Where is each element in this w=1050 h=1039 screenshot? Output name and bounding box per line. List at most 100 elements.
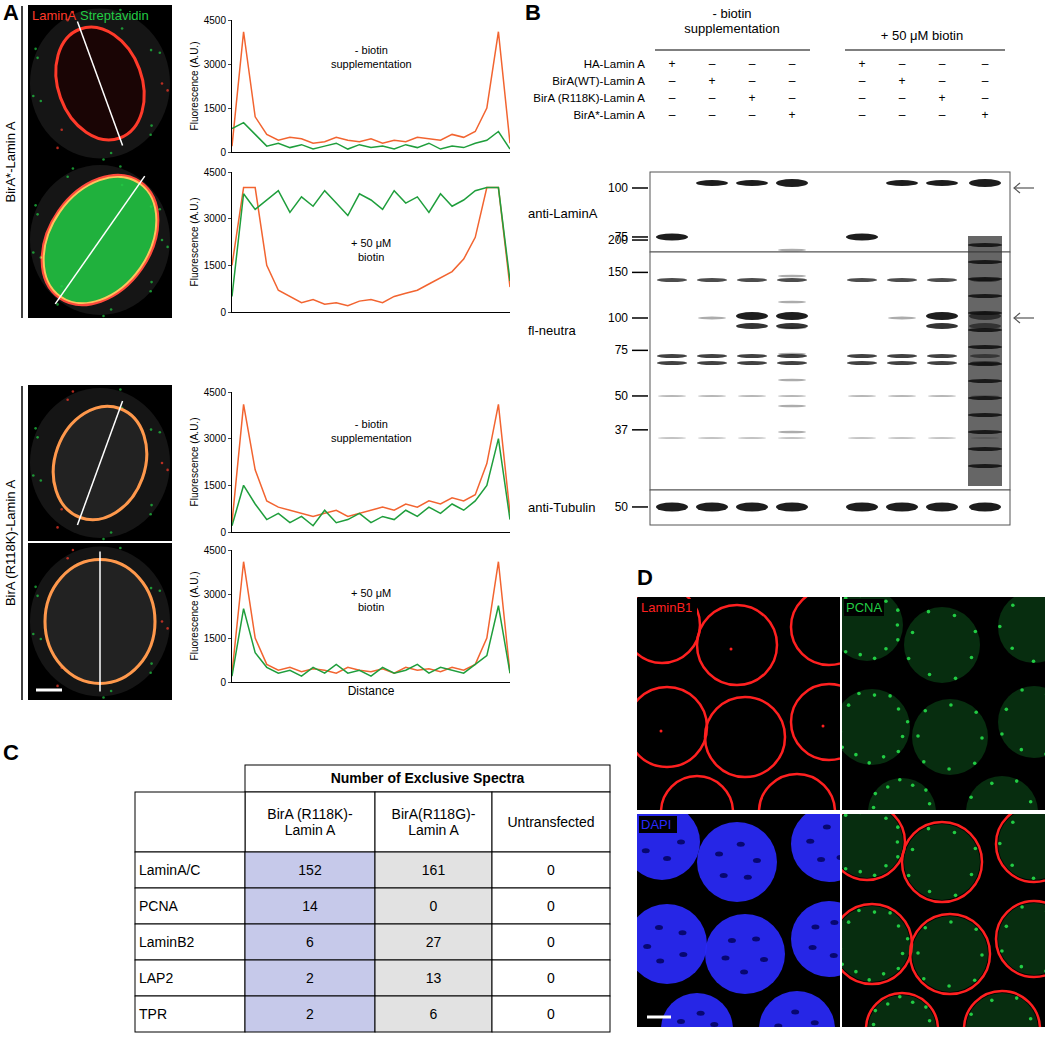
svg-text:100: 100	[608, 181, 628, 195]
svg-text:50: 50	[615, 500, 629, 514]
svg-text:anti-LaminA: anti-LaminA	[528, 206, 598, 221]
svg-text:Number of Exclusive Spectra: Number of Exclusive Spectra	[331, 770, 525, 786]
svg-text:TPR: TPR	[139, 1006, 167, 1022]
svg-text:–: –	[709, 91, 716, 105]
svg-text:–: –	[939, 57, 946, 71]
svg-text:–: –	[709, 108, 716, 122]
svg-text:6: 6	[430, 1006, 438, 1022]
svg-text:0: 0	[547, 898, 555, 914]
svg-text:150: 150	[608, 265, 628, 279]
svg-text:–: –	[982, 57, 989, 71]
svg-text:0: 0	[220, 527, 226, 538]
svg-text:LAP2: LAP2	[139, 970, 173, 986]
svg-text:Streptavidin: Streptavidin	[80, 8, 149, 23]
svg-text:3000: 3000	[204, 433, 227, 444]
svg-text:anti-Tubulin: anti-Tubulin	[528, 500, 595, 515]
svg-text:3000: 3000	[204, 589, 227, 600]
svg-text:Distance: Distance	[348, 684, 395, 698]
svg-text:27: 27	[426, 934, 442, 950]
svg-text:–: –	[669, 91, 676, 105]
svg-text:BirA (R118K)-Lamin A: BirA (R118K)-Lamin A	[3, 480, 18, 607]
svg-text:0: 0	[547, 1006, 555, 1022]
svg-text:0: 0	[220, 147, 226, 158]
svg-text:–: –	[789, 57, 796, 71]
svg-text:1500: 1500	[204, 103, 227, 114]
svg-text:6: 6	[306, 934, 314, 950]
svg-text:+: +	[938, 91, 945, 105]
svg-text:0: 0	[547, 934, 555, 950]
svg-text:50: 50	[615, 389, 629, 403]
svg-text:BirA*-Lamin A: BirA*-Lamin A	[3, 121, 18, 202]
svg-text:0: 0	[430, 898, 438, 914]
svg-text:13: 13	[426, 970, 442, 986]
svg-text:- biotinsupplementation: - biotinsupplementation	[331, 44, 412, 70]
svg-text:–: –	[789, 91, 796, 105]
svg-text:1500: 1500	[204, 633, 227, 644]
svg-text:100: 100	[608, 311, 628, 325]
svg-text:+: +	[858, 57, 865, 71]
svg-text:75: 75	[615, 343, 629, 357]
svg-text:–: –	[669, 74, 676, 88]
svg-text:DAPI: DAPI	[641, 817, 671, 832]
svg-text:LaminA: LaminA	[32, 8, 76, 23]
svg-text:+ 50 μM biotin: + 50 μM biotin	[881, 28, 963, 43]
svg-text:4500: 4500	[204, 387, 227, 398]
svg-text:+: +	[748, 91, 755, 105]
svg-text:–: –	[899, 91, 906, 105]
svg-text:BirA*-Lamin A: BirA*-Lamin A	[573, 109, 645, 121]
svg-text:Fluorescence (A.U.): Fluorescence (A.U.)	[189, 42, 200, 131]
svg-text:4500: 4500	[204, 545, 227, 556]
svg-text:- biotinsupplementation: - biotinsupplementation	[331, 418, 412, 444]
svg-text:+: +	[898, 74, 905, 88]
svg-text:–: –	[749, 108, 756, 122]
svg-text:200: 200	[608, 233, 628, 247]
svg-text:BirA (R118K)-Lamin A: BirA (R118K)-Lamin A	[533, 92, 645, 104]
svg-text:37: 37	[615, 423, 629, 437]
svg-text:–: –	[859, 108, 866, 122]
svg-text:BirA (R118K)-Lamin A: BirA (R118K)-Lamin A	[267, 806, 353, 838]
svg-text:–: –	[899, 57, 906, 71]
svg-text:–: –	[982, 74, 989, 88]
svg-text:LaminA/C: LaminA/C	[139, 862, 200, 878]
svg-text:- biotinsupplementation: - biotinsupplementation	[684, 6, 779, 36]
svg-text:–: –	[749, 57, 756, 71]
svg-text:1500: 1500	[204, 260, 227, 271]
svg-text:Untransfected: Untransfected	[507, 814, 594, 830]
svg-text:+: +	[708, 74, 715, 88]
svg-text:C: C	[3, 740, 19, 765]
svg-text:–: –	[899, 108, 906, 122]
svg-text:–: –	[939, 74, 946, 88]
svg-text:2: 2	[306, 1006, 314, 1022]
svg-text:4500: 4500	[204, 167, 227, 178]
svg-text:0: 0	[220, 677, 226, 688]
svg-text:BirA(R118G)-Lamin A: BirA(R118G)-Lamin A	[392, 806, 476, 838]
svg-text:–: –	[859, 74, 866, 88]
svg-text:2: 2	[306, 970, 314, 986]
svg-text:3000: 3000	[204, 213, 227, 224]
svg-text:BirA(WT)-Lamin A: BirA(WT)-Lamin A	[552, 75, 645, 87]
svg-text:+: +	[788, 108, 795, 122]
svg-text:14: 14	[302, 898, 318, 914]
svg-text:–: –	[982, 91, 989, 105]
svg-text:Fluorescence (A.U.): Fluorescence (A.U.)	[189, 198, 200, 287]
svg-text:PCNA: PCNA	[139, 898, 179, 914]
svg-text:LaminB1: LaminB1	[641, 600, 692, 615]
svg-text:Fluorescence (A.U.): Fluorescence (A.U.)	[189, 572, 200, 661]
svg-text:fl-neutra: fl-neutra	[528, 323, 576, 338]
svg-text:3000: 3000	[204, 59, 227, 70]
svg-text:+: +	[981, 108, 988, 122]
svg-text:+: +	[668, 57, 675, 71]
svg-text:–: –	[669, 108, 676, 122]
svg-text:D: D	[637, 565, 653, 590]
svg-text:–: –	[939, 108, 946, 122]
svg-text:0: 0	[547, 862, 555, 878]
svg-text:4500: 4500	[204, 15, 227, 26]
svg-text:B: B	[525, 0, 541, 25]
svg-text:1500: 1500	[204, 480, 227, 491]
svg-text:Fluorescence (A.U.): Fluorescence (A.U.)	[189, 418, 200, 507]
svg-text:0: 0	[220, 307, 226, 318]
svg-text:PCNA: PCNA	[846, 600, 882, 615]
svg-text:–: –	[789, 74, 796, 88]
svg-text:152: 152	[298, 862, 322, 878]
svg-text:A: A	[3, 0, 19, 25]
